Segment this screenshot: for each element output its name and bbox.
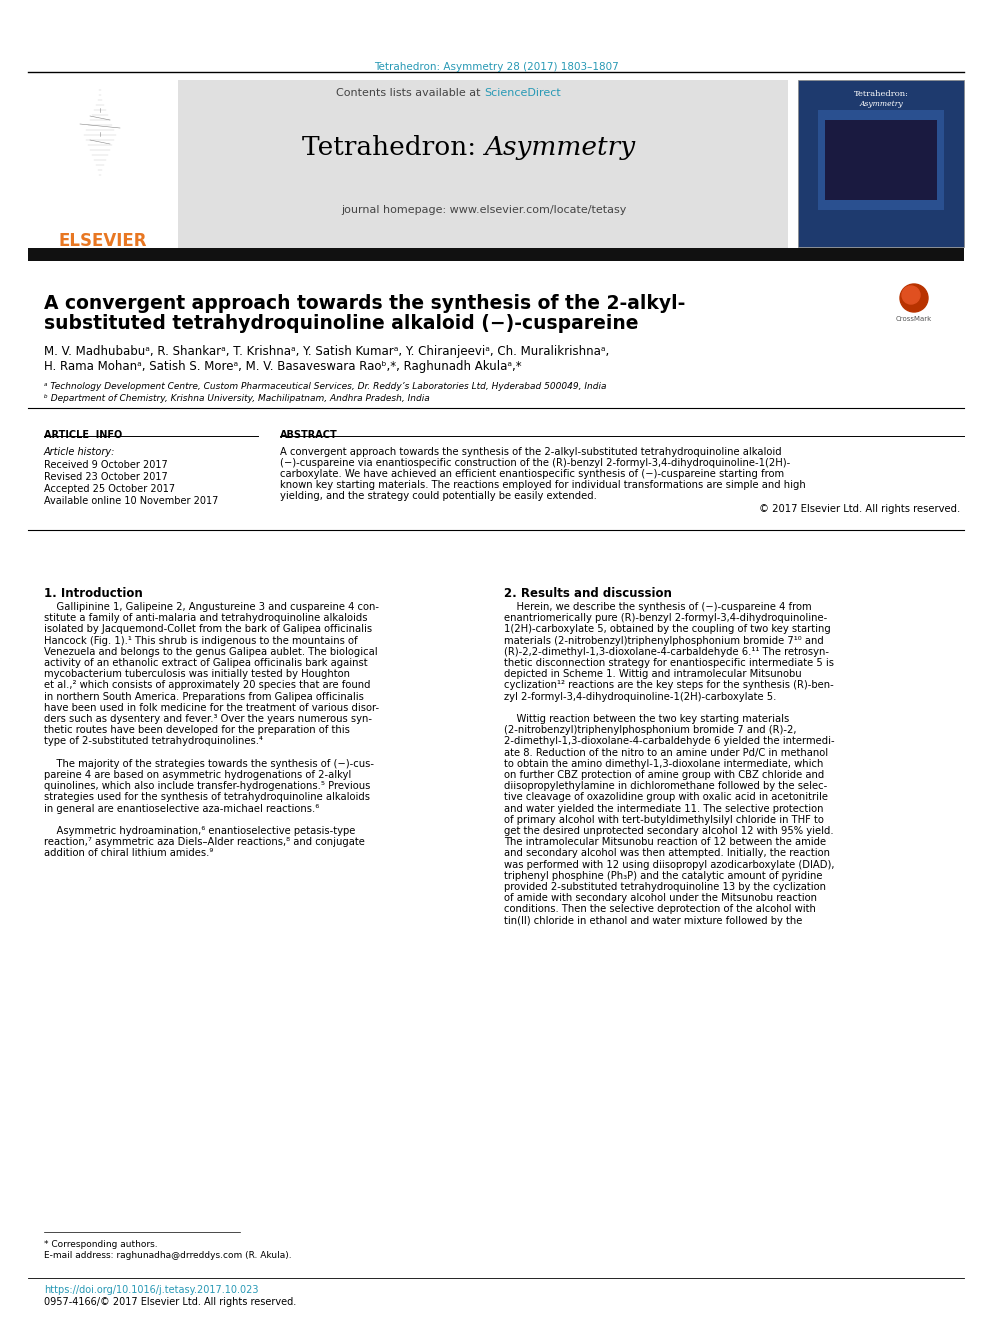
Text: A convergent approach towards the synthesis of the 2-alkyl-substituted tetrahydr: A convergent approach towards the synthe… — [280, 447, 782, 456]
Text: H. Rama Mohanᵃ, Satish S. Moreᵃ, M. V. Basaveswara Raoᵇ,*, Raghunadh Akulaᵃ,*: H. Rama Mohanᵃ, Satish S. Moreᵃ, M. V. B… — [44, 360, 522, 373]
Text: Tetrahedron: Asymmetry 28 (2017) 1803–1807: Tetrahedron: Asymmetry 28 (2017) 1803–18… — [374, 62, 618, 71]
Text: strategies used for the synthesis of tetrahydroquinoline alkaloids: strategies used for the synthesis of tet… — [44, 792, 370, 803]
Text: Received 9 October 2017: Received 9 October 2017 — [44, 460, 168, 470]
Text: isolated by Jacquemond-Collet from the bark of Galipea officinalis: isolated by Jacquemond-Collet from the b… — [44, 624, 372, 635]
Text: https://doi.org/10.1016/j.tetasy.2017.10.023: https://doi.org/10.1016/j.tetasy.2017.10… — [44, 1285, 259, 1295]
Text: ScienceDirect: ScienceDirect — [484, 89, 560, 98]
Text: Accepted 25 October 2017: Accepted 25 October 2017 — [44, 484, 176, 493]
Text: thetic disconnection strategy for enantiospecific intermediate 5 is: thetic disconnection strategy for enanti… — [504, 658, 834, 668]
Text: enantriomerically pure (R)-benzyl 2-formyl-3,4-dihydroquinoline-: enantriomerically pure (R)-benzyl 2-form… — [504, 613, 827, 623]
Text: Contents lists available at: Contents lists available at — [336, 89, 484, 98]
Text: depicted in Scheme 1. Wittig and intramolecular Mitsunobu: depicted in Scheme 1. Wittig and intramo… — [504, 669, 802, 679]
Text: Venezuela and belongs to the genus Galipea aublet. The biological: Venezuela and belongs to the genus Galip… — [44, 647, 378, 656]
Text: was performed with 12 using diisopropyl azodicarboxylate (DIAD),: was performed with 12 using diisopropyl … — [504, 860, 834, 869]
Text: Wittig reaction between the two key starting materials: Wittig reaction between the two key star… — [504, 714, 790, 724]
Circle shape — [902, 286, 920, 304]
Text: get the desired unprotected secondary alcohol 12 with 95% yield.: get the desired unprotected secondary al… — [504, 826, 833, 836]
Text: Revised 23 October 2017: Revised 23 October 2017 — [44, 472, 168, 482]
Text: et al.,² which consists of approximately 20 species that are found: et al.,² which consists of approximately… — [44, 680, 370, 691]
FancyBboxPatch shape — [818, 110, 944, 210]
Text: * Corresponding authors.: * Corresponding authors. — [44, 1240, 158, 1249]
Text: mycobacterium tuberculosis was initially tested by Houghton: mycobacterium tuberculosis was initially… — [44, 669, 350, 679]
Text: journal homepage: www.elsevier.com/locate/tetasy: journal homepage: www.elsevier.com/locat… — [341, 205, 627, 216]
Text: substituted tetrahydroquinoline alkaloid (−)-cuspareine: substituted tetrahydroquinoline alkaloid… — [44, 314, 639, 333]
Text: Available online 10 November 2017: Available online 10 November 2017 — [44, 496, 218, 505]
Text: and water yielded the intermediate 11. The selective protection: and water yielded the intermediate 11. T… — [504, 803, 823, 814]
Text: ᵃ Technology Development Centre, Custom Pharmaceutical Services, Dr. Reddy’s Lab: ᵃ Technology Development Centre, Custom … — [44, 382, 606, 392]
Text: type of 2-substituted tetrahydroquinolines.⁴: type of 2-substituted tetrahydroquinolin… — [44, 737, 263, 746]
Text: activity of an ethanolic extract of Galipea officinalis bark against: activity of an ethanolic extract of Gali… — [44, 658, 368, 668]
Text: carboxylate. We have achieved an efficient enantiospecific synthesis of (−)-cusp: carboxylate. We have achieved an efficie… — [280, 468, 784, 479]
Text: ABSTRACT: ABSTRACT — [280, 430, 337, 441]
Text: ✓: ✓ — [910, 302, 919, 312]
Text: 2-dimethyl-1,3-dioxolane-4-carbaldehyde 6 yielded the intermedi-: 2-dimethyl-1,3-dioxolane-4-carbaldehyde … — [504, 737, 834, 746]
Text: tive cleavage of oxazolidine group with oxalic acid in acetonitrile: tive cleavage of oxazolidine group with … — [504, 792, 828, 803]
Text: on further CBZ protection of amine group with CBZ chloride and: on further CBZ protection of amine group… — [504, 770, 824, 781]
Text: materials (2-nitrobenzyl)triphenylphosphonium bromide 7¹⁰ and: materials (2-nitrobenzyl)triphenylphosph… — [504, 635, 823, 646]
Text: Article history:: Article history: — [44, 447, 115, 456]
Text: ate 8. Reduction of the nitro to an amine under Pd/C in methanol: ate 8. Reduction of the nitro to an amin… — [504, 747, 828, 758]
Text: triphenyl phosphine (Ph₃P) and the catalytic amount of pyridine: triphenyl phosphine (Ph₃P) and the catal… — [504, 871, 822, 881]
Circle shape — [900, 284, 928, 312]
Text: © 2017 Elsevier Ltd. All rights reserved.: © 2017 Elsevier Ltd. All rights reserved… — [759, 504, 960, 515]
Text: 2. Results and discussion: 2. Results and discussion — [504, 587, 672, 601]
Text: Asymmetry: Asymmetry — [859, 101, 903, 108]
Text: 1. Introduction: 1. Introduction — [44, 587, 143, 601]
Text: (R)-2,2-dimethyl-1,3-dioxolane-4-carbaldehyde 6.¹¹ The retrosyn-: (R)-2,2-dimethyl-1,3-dioxolane-4-carbald… — [504, 647, 829, 656]
Text: thetic routes have been developed for the preparation of this: thetic routes have been developed for th… — [44, 725, 350, 736]
Text: CrossMark: CrossMark — [896, 316, 932, 321]
Text: Asymmetry: Asymmetry — [484, 135, 635, 160]
Text: The majority of the strategies towards the synthesis of (−)-cus-: The majority of the strategies towards t… — [44, 759, 374, 769]
Text: addition of chiral lithium amides.⁹: addition of chiral lithium amides.⁹ — [44, 848, 213, 859]
Text: Gallipinine 1, Galipeine 2, Angustureine 3 and cuspareine 4 con-: Gallipinine 1, Galipeine 2, Angustureine… — [44, 602, 379, 613]
Text: (2-nitrobenzyl)triphenylphosphonium bromide 7 and (R)-2,: (2-nitrobenzyl)triphenylphosphonium brom… — [504, 725, 797, 736]
Text: quinolines, which also include transfer-hydrogenations.⁵ Previous: quinolines, which also include transfer-… — [44, 781, 370, 791]
Text: Hancock (Fig. 1).¹ This shrub is indigenous to the mountains of: Hancock (Fig. 1).¹ This shrub is indigen… — [44, 635, 358, 646]
Text: (−)-cuspareine via enantiospecific construction of the (R)-benzyl 2-formyl-3,4-d: (−)-cuspareine via enantiospecific const… — [280, 458, 791, 468]
Text: of primary alcohol with tert-butyldimethylsilyl chloride in THF to: of primary alcohol with tert-butyldimeth… — [504, 815, 824, 824]
Text: Herein, we describe the synthesis of (−)-cuspareine 4 from: Herein, we describe the synthesis of (−)… — [504, 602, 811, 613]
Text: provided 2-substituted tetrahydroquinoline 13 by the cyclization: provided 2-substituted tetrahydroquinoli… — [504, 882, 826, 892]
FancyBboxPatch shape — [178, 79, 788, 247]
Text: E-mail address: raghunadha@drreddys.com (R. Akula).: E-mail address: raghunadha@drreddys.com … — [44, 1252, 292, 1259]
Text: diisopropylethylamine in dichloromethane followed by the selec-: diisopropylethylamine in dichloromethane… — [504, 781, 827, 791]
Text: of amide with secondary alcohol under the Mitsunobu reaction: of amide with secondary alcohol under th… — [504, 893, 817, 904]
Text: The intramolecular Mitsunobu reaction of 12 between the amide: The intramolecular Mitsunobu reaction of… — [504, 837, 826, 847]
Text: Tetrahedron:: Tetrahedron: — [302, 135, 484, 160]
FancyBboxPatch shape — [798, 79, 964, 247]
Text: yielding, and the strategy could potentially be easily extended.: yielding, and the strategy could potenti… — [280, 491, 597, 501]
Text: in northern South America. Preparations from Galipea officinalis: in northern South America. Preparations … — [44, 692, 364, 701]
Text: Tetrahedron:: Tetrahedron: — [853, 90, 909, 98]
Text: cyclization¹² reactions are the key steps for the synthesis (R)-ben-: cyclization¹² reactions are the key step… — [504, 680, 833, 691]
Text: zyl 2-formyl-3,4-dihydroquinoline-1(2H)-carboxylate 5.: zyl 2-formyl-3,4-dihydroquinoline-1(2H)-… — [504, 692, 777, 701]
Text: in general are enantioselective aza-michael reactions.⁶: in general are enantioselective aza-mich… — [44, 803, 319, 814]
Text: M. V. Madhubabuᵃ, R. Shankarᵃ, T. Krishnaᵃ, Y. Satish Kumarᵃ, Y. Chiranjeeviᵃ, C: M. V. Madhubabuᵃ, R. Shankarᵃ, T. Krishn… — [44, 345, 609, 359]
Text: ᵇ Department of Chemistry, Krishna University, Machilipatnam, Andhra Pradesh, In: ᵇ Department of Chemistry, Krishna Unive… — [44, 394, 430, 404]
Text: A convergent approach towards the synthesis of the 2-alkyl-: A convergent approach towards the synthe… — [44, 294, 685, 314]
Text: and secondary alcohol was then attempted. Initially, the reaction: and secondary alcohol was then attempted… — [504, 848, 830, 859]
FancyBboxPatch shape — [825, 120, 937, 200]
Text: Asymmetric hydroamination,⁶ enantioselective petasis-type: Asymmetric hydroamination,⁶ enantioselec… — [44, 826, 355, 836]
Text: reaction,⁷ asymmetric aza Diels–Alder reactions,⁸ and conjugate: reaction,⁷ asymmetric aza Diels–Alder re… — [44, 837, 365, 847]
Text: known key starting materials. The reactions employed for individual transformati: known key starting materials. The reacti… — [280, 480, 806, 490]
Text: 1(2H)-carboxylate 5, obtained by the coupling of two key starting: 1(2H)-carboxylate 5, obtained by the cou… — [504, 624, 830, 635]
FancyBboxPatch shape — [28, 247, 964, 261]
Text: have been used in folk medicine for the treatment of various disor-: have been used in folk medicine for the … — [44, 703, 379, 713]
Text: pareine 4 are based on asymmetric hydrogenations of 2-alkyl: pareine 4 are based on asymmetric hydrog… — [44, 770, 351, 781]
Text: to obtain the amino dimethyl-1,3-dioxolane intermediate, which: to obtain the amino dimethyl-1,3-dioxola… — [504, 759, 823, 769]
Text: ARTICLE  INFO: ARTICLE INFO — [44, 430, 122, 441]
Text: tin(II) chloride in ethanol and water mixture followed by the: tin(II) chloride in ethanol and water mi… — [504, 916, 803, 926]
FancyBboxPatch shape — [28, 105, 176, 245]
Text: 0957-4166/© 2017 Elsevier Ltd. All rights reserved.: 0957-4166/© 2017 Elsevier Ltd. All right… — [44, 1297, 297, 1307]
Text: ders such as dysentery and fever.³ Over the years numerous syn-: ders such as dysentery and fever.³ Over … — [44, 714, 372, 724]
Text: conditions. Then the selective deprotection of the alcohol with: conditions. Then the selective deprotect… — [504, 905, 815, 914]
Text: ELSEVIER: ELSEVIER — [59, 232, 147, 250]
Text: stitute a family of anti-malaria and tetrahydroquinoline alkaloids: stitute a family of anti-malaria and tet… — [44, 613, 367, 623]
